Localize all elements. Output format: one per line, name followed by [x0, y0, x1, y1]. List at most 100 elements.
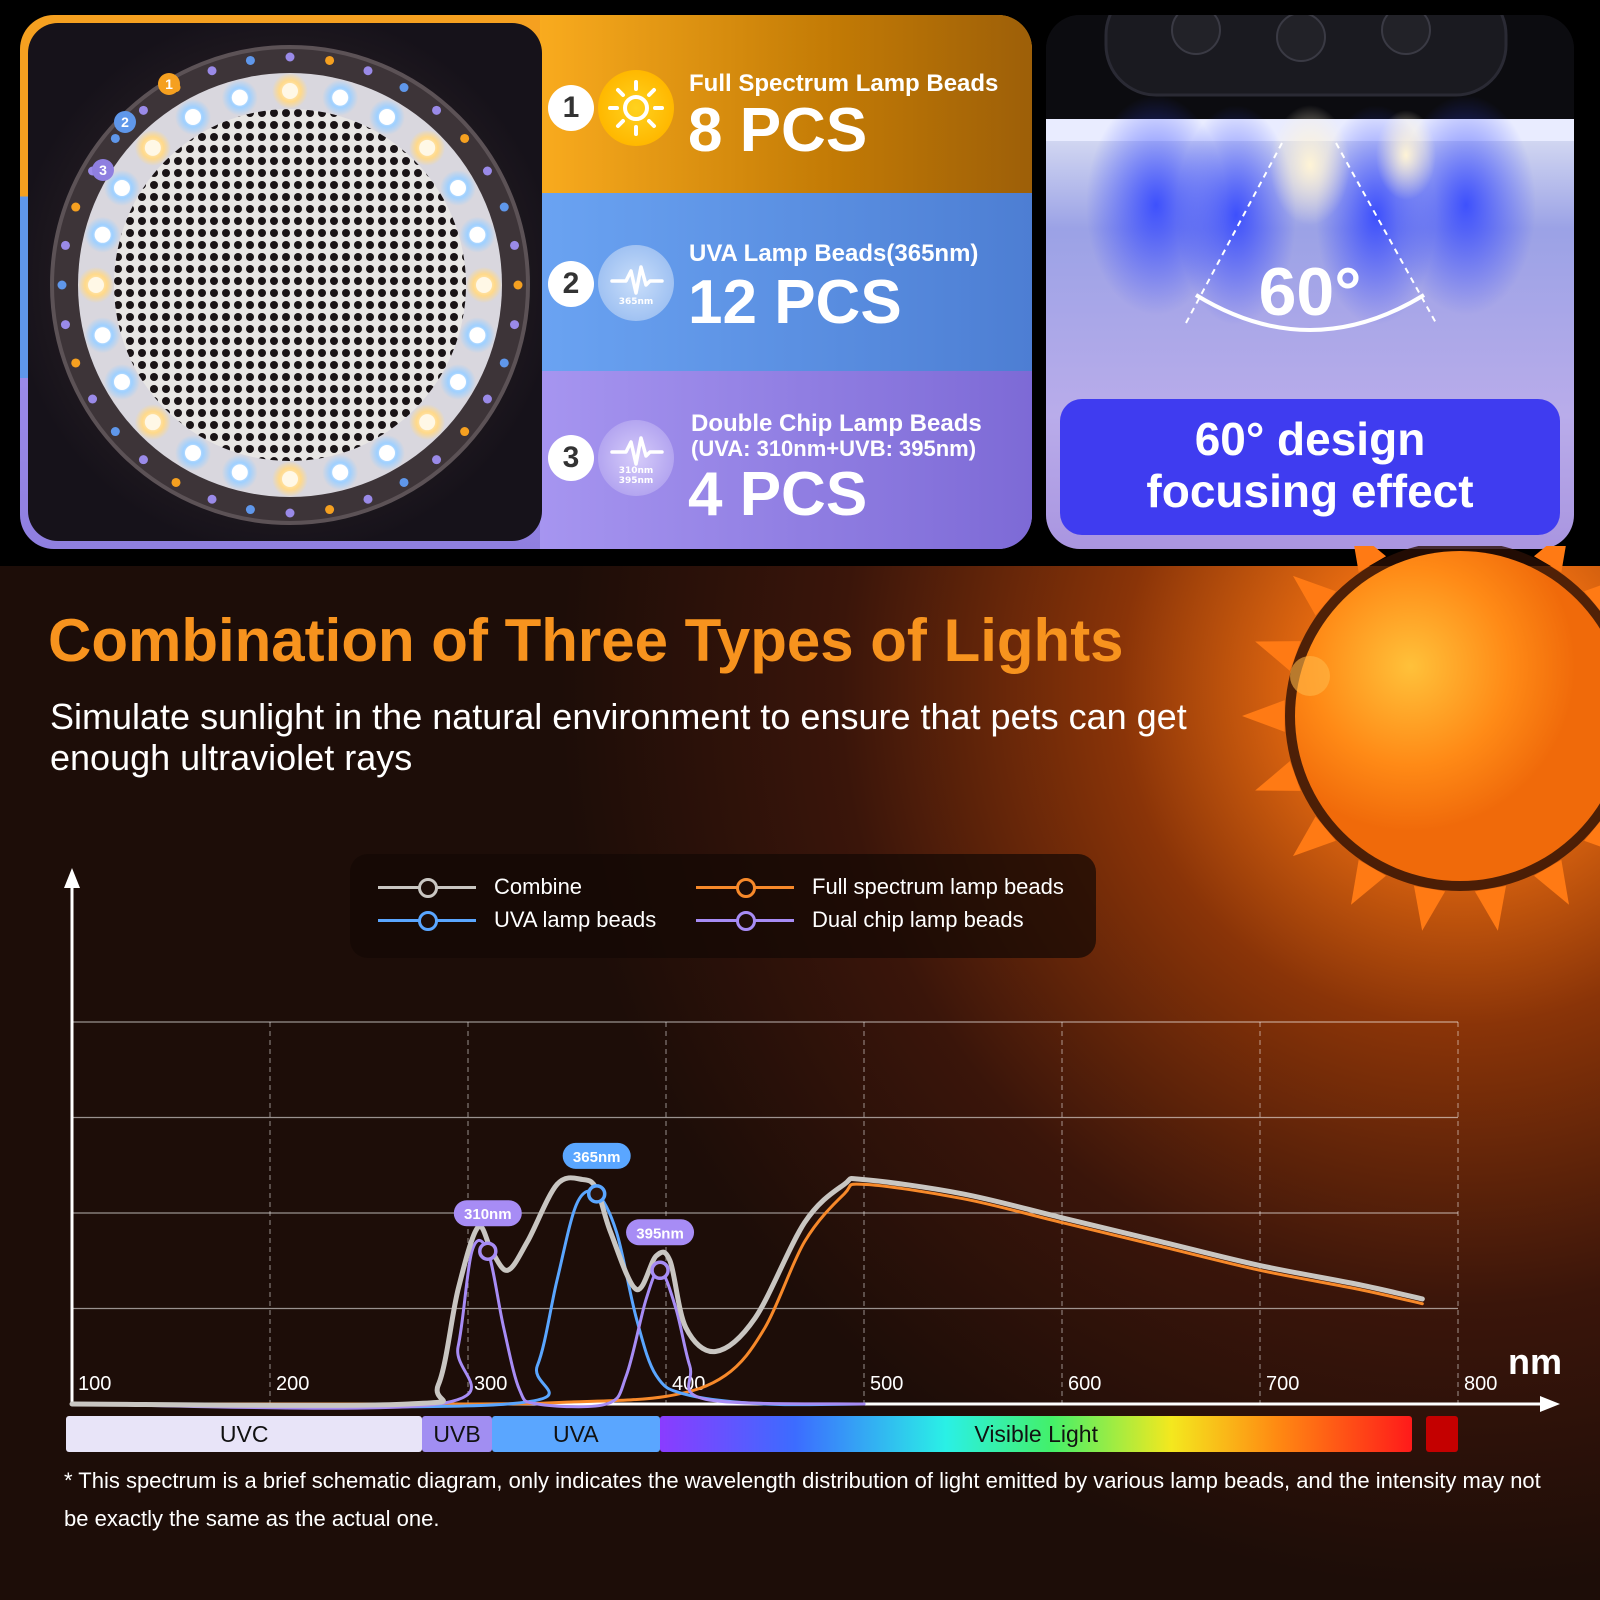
row-count-2: 12 PCS	[688, 268, 902, 337]
legend-label: Combine	[494, 874, 583, 899]
spectrum-chart: 100 200 300 400 500 600 700 800nm310nm365nm395n…	[64, 868, 1562, 1412]
ring-indicator-dot	[88, 394, 98, 404]
x-tick-label: 300	[474, 1373, 507, 1395]
ring-indicator-dot	[325, 505, 335, 515]
series-line-combine	[69, 1175, 1425, 1408]
waveform-icon: 310nm 395nm	[598, 420, 674, 496]
row-number-3: 3	[548, 435, 594, 481]
legend-label: Full spectrum lamp beads	[812, 874, 1064, 899]
peak-marker	[478, 1241, 498, 1261]
ring-indicator-dot	[513, 280, 523, 290]
ring-indicator-dot	[460, 133, 470, 143]
ring-indicator-dot	[363, 66, 373, 76]
ring-indicator-dot	[171, 477, 181, 487]
sun-ray	[1293, 575, 1336, 616]
design-line-2: focusing effect	[1146, 465, 1474, 517]
ring-indicator-dot	[110, 133, 120, 143]
sun-ray	[1293, 816, 1336, 857]
lamp-bead-core	[231, 89, 248, 106]
legend-marker	[418, 911, 438, 931]
ring-badge-3: 3	[92, 159, 114, 181]
lamp-bead-core	[113, 374, 130, 390]
ring-indicator-dot	[499, 202, 509, 212]
ring-indicator-dot	[245, 505, 255, 515]
sun-ray	[1255, 761, 1301, 791]
sun-illustration	[1242, 546, 1600, 931]
band-uvc: UVC	[66, 1416, 423, 1452]
footnote: * This spectrum is a brief schematic dia…	[64, 1468, 1541, 1531]
focus-angle-panel: 60° 60° design focusing effect	[1046, 15, 1574, 549]
peak-marker	[650, 1260, 670, 1281]
sun-ray	[1354, 546, 1387, 573]
sun-ray	[1351, 859, 1387, 905]
lamp-bead-core	[185, 445, 201, 462]
waveform-icon: 365nm	[598, 245, 674, 321]
ring-badge-1: 1	[158, 73, 180, 95]
icon-sub-365: 365nm	[618, 297, 654, 307]
lamp-bead-core	[450, 374, 467, 390]
lamp-bead-core	[379, 108, 395, 125]
legend-marker	[736, 911, 756, 931]
ring-indicator-dot	[60, 240, 70, 250]
lamp-bead-core	[332, 464, 349, 481]
row-title-3-sub: (UVA: 310nm+UVB: 395nm)	[691, 436, 977, 461]
lamp-bead-core	[450, 180, 467, 196]
peak-label-bg	[562, 1142, 631, 1169]
lamp-bead-core	[94, 327, 111, 344]
ring-indicator-dot	[207, 494, 217, 504]
ring-indicator-dot	[482, 394, 492, 404]
lamp-bead-core	[469, 327, 486, 344]
row-number-1: 1	[548, 85, 594, 131]
ring-indicator-dot	[432, 455, 442, 465]
sun-ray	[1533, 546, 1566, 573]
row-title-1: Full Spectrum Lamp Beads	[689, 70, 999, 97]
ring-indicator-dot	[482, 166, 492, 176]
sun-ray	[1242, 700, 1285, 732]
ring-indicator-dot	[510, 240, 520, 250]
peak-marker	[586, 1184, 607, 1204]
ring-indicator-dot	[460, 427, 470, 437]
lamp-underside-illustration	[1046, 15, 1574, 332]
ring-indicator-dot	[110, 427, 120, 437]
legend-marker	[736, 878, 756, 898]
page-subtitle: Simulate sunlight in the natural environ…	[50, 696, 1187, 778]
lamp-bead-core	[419, 139, 436, 156]
lamp-bead-core	[94, 226, 111, 243]
lamp-beads-panel: 1 2 3 1 Full Spectrum Lamp Beads 8 PCS 2…	[20, 15, 1032, 549]
chart-legend: Combine Full spectrum lamp beads UVA lam…	[350, 854, 1096, 958]
lamp-ring-illustration	[50, 45, 530, 525]
ring-badge-2: 2	[114, 111, 136, 133]
band-uvb: UVB	[422, 1416, 492, 1452]
legend-label: UVA lamp beads	[494, 907, 657, 932]
peak-label: 310nm	[464, 1206, 512, 1223]
ring-indicator-dot	[399, 83, 409, 93]
x-tick-label: 100	[78, 1373, 111, 1395]
sun-icon	[598, 70, 674, 146]
row-title-2: UVA Lamp Beads(365nm)	[689, 240, 979, 267]
lamp-bead-core	[332, 89, 349, 106]
sun-ray	[1533, 859, 1569, 905]
x-tick-label: 800	[1464, 1373, 1497, 1395]
lamp-photo: 1 2 3	[28, 23, 542, 541]
y-axis-arrow	[64, 868, 80, 888]
ring-indicator-dot	[245, 55, 255, 65]
angle-label: 60°	[1258, 254, 1362, 330]
lamp-bead-core	[144, 414, 161, 431]
row-number-2: 2	[548, 261, 594, 307]
lamp-bead-core	[476, 277, 492, 293]
x-tick-label: 500	[870, 1373, 903, 1395]
x-axis-arrow	[1540, 1396, 1560, 1412]
lamp-bead-core	[282, 83, 298, 99]
chart-grid	[72, 1021, 1459, 1404]
sun-ray	[1584, 585, 1600, 611]
page-title: Combination of Three Types of Lights	[48, 607, 1124, 674]
series-line-dual-chip-lamp-beads	[70, 1238, 866, 1410]
ring-indicator-dot	[71, 358, 81, 368]
ring-indicator-dot	[285, 508, 295, 518]
peak-label: 365nm	[573, 1149, 621, 1166]
ring-indicator-dot	[363, 494, 373, 504]
spectrum-section: Combination of Three Types of Lights Sim…	[0, 546, 1600, 1600]
sun-ray	[1255, 641, 1301, 671]
x-tick-label: 600	[1068, 1373, 1101, 1395]
lamp-bead-core	[113, 180, 130, 196]
